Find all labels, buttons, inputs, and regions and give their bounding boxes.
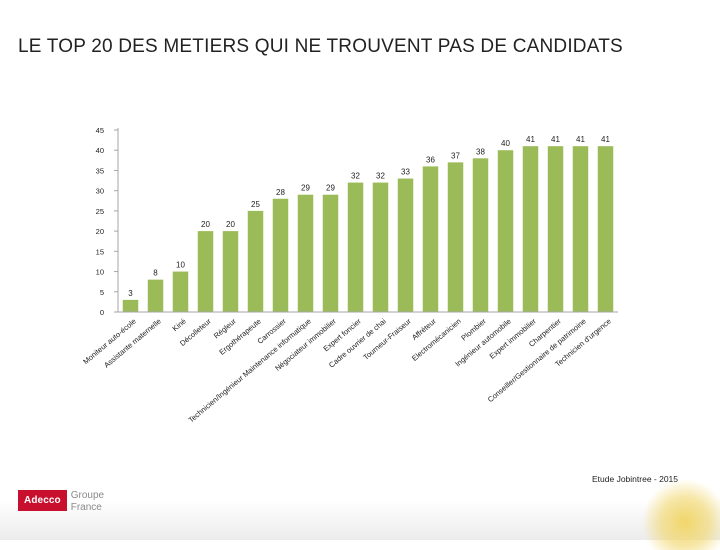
data-label: 8 — [153, 269, 158, 278]
slide-title: LE TOP 20 DES METIERS QUI NE TROUVENT PA… — [18, 36, 623, 57]
data-label: 32 — [376, 172, 385, 181]
bar — [247, 210, 264, 312]
data-label: 29 — [301, 184, 310, 193]
logo-line-1: Groupe — [70, 490, 105, 501]
data-label: 37 — [451, 151, 460, 160]
bar — [147, 279, 164, 312]
y-tick-label: 40 — [96, 146, 104, 155]
logo-text: Groupe France — [71, 490, 104, 514]
bar — [172, 271, 189, 312]
y-tick-label: 30 — [96, 187, 104, 196]
bar — [422, 166, 439, 312]
bar — [197, 231, 214, 312]
logo-line-2: France — [70, 502, 102, 513]
bar — [297, 194, 314, 312]
bar — [597, 146, 614, 312]
bar — [472, 158, 489, 312]
data-label: 36 — [426, 155, 435, 164]
y-tick-label: 25 — [96, 207, 104, 216]
company-logo: Adecco Groupe France — [18, 490, 104, 526]
x-tick-label: Kiné — [170, 317, 187, 334]
bar — [347, 182, 364, 312]
bar — [272, 198, 289, 312]
source-note: Etude Jobintree - 2015 — [592, 474, 679, 484]
data-label: 10 — [176, 261, 185, 270]
data-label: 32 — [351, 172, 360, 181]
data-label: 41 — [551, 135, 560, 144]
y-tick-label: 45 — [96, 126, 104, 135]
y-tick-label: 0 — [100, 308, 104, 317]
y-tick-label: 35 — [96, 166, 104, 175]
data-label: 28 — [276, 188, 285, 197]
data-label: 3 — [128, 289, 133, 298]
bar — [322, 194, 339, 312]
data-label: 41 — [526, 135, 535, 144]
data-label: 20 — [201, 220, 210, 229]
bar — [547, 146, 564, 312]
data-label: 25 — [251, 200, 260, 209]
data-label: 41 — [576, 135, 585, 144]
y-tick-label: 20 — [96, 227, 104, 236]
bar — [572, 146, 589, 312]
logo-brand: Adecco — [18, 490, 67, 511]
bar — [497, 150, 514, 312]
y-axis: 0 5 10 15 20 25 30 35 40 45 — [96, 126, 119, 317]
footer-photo-strip — [0, 500, 720, 540]
data-label: 38 — [476, 147, 485, 156]
bar — [447, 162, 464, 312]
bars — [122, 146, 614, 312]
bar — [222, 231, 239, 312]
y-tick-label: 10 — [96, 268, 104, 277]
y-tick-label: 15 — [96, 247, 104, 256]
footer-decoration — [640, 480, 720, 550]
bar — [522, 146, 539, 312]
y-tick-label: 5 — [100, 288, 104, 297]
bar — [372, 182, 389, 312]
data-label: 41 — [601, 135, 610, 144]
bar — [397, 178, 414, 312]
data-label: 29 — [326, 184, 335, 193]
data-label: 20 — [226, 220, 235, 229]
bar — [122, 299, 139, 312]
data-label: 40 — [501, 139, 510, 148]
data-label: 33 — [401, 168, 410, 177]
